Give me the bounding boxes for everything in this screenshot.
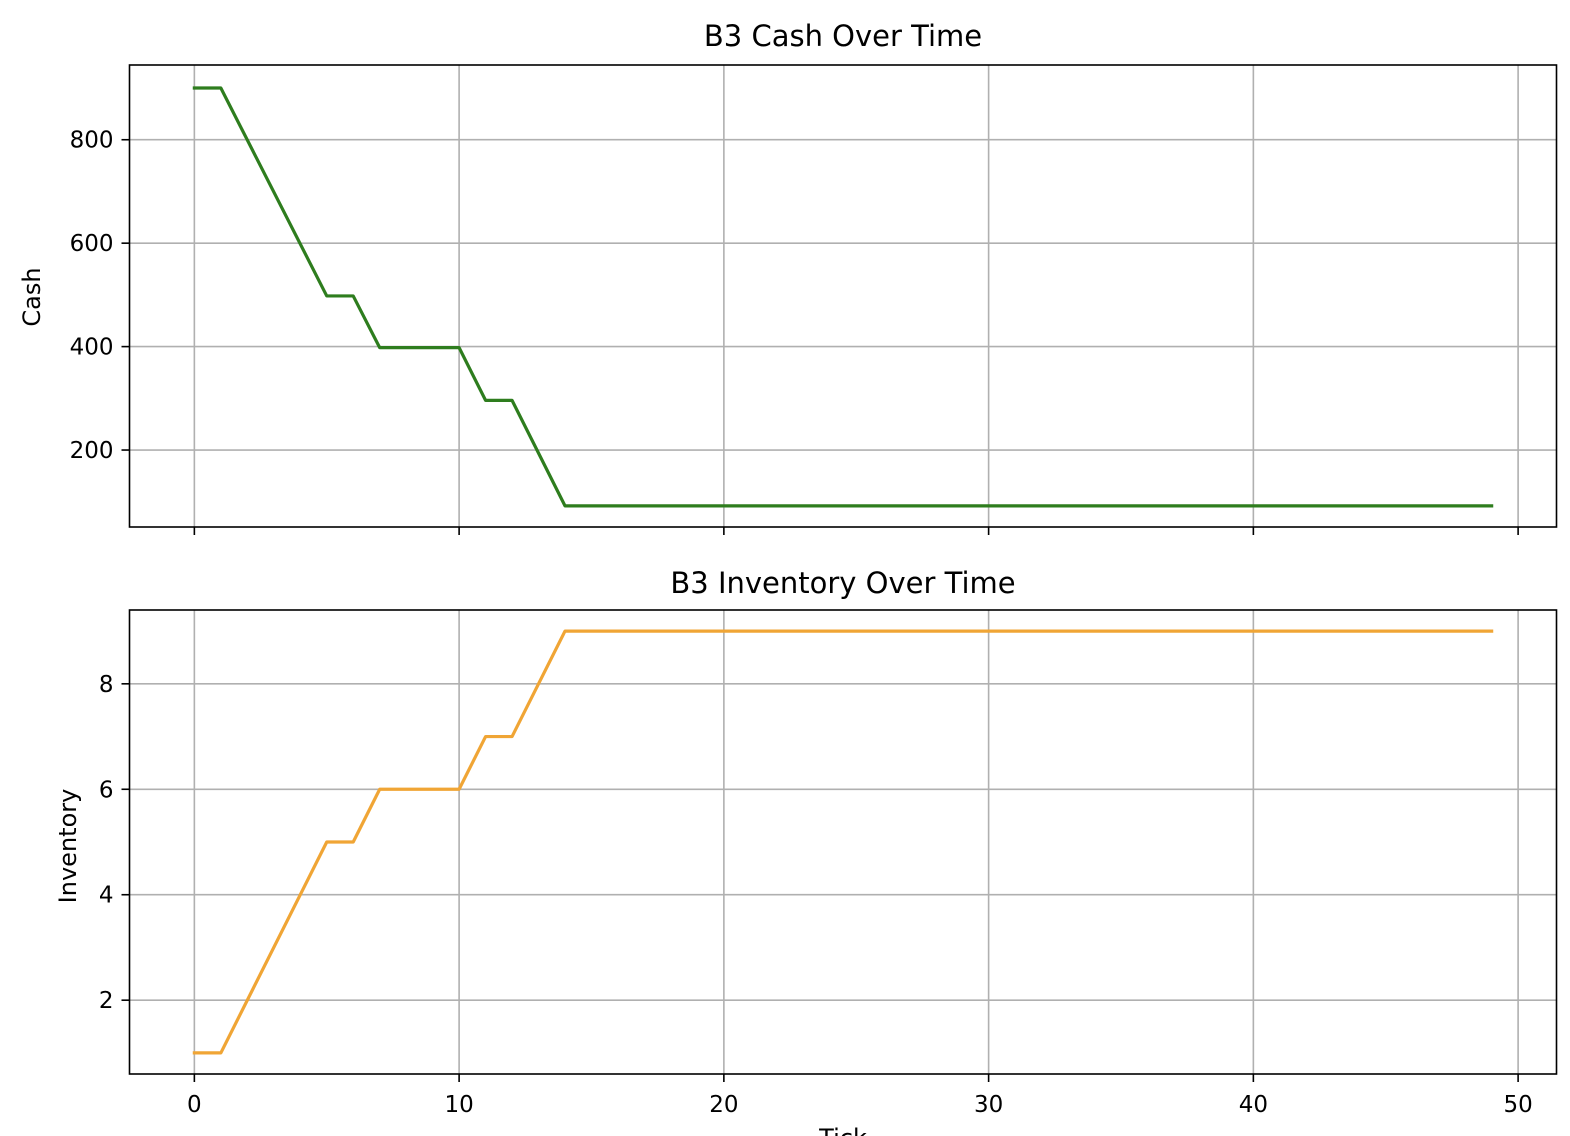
cash-chart-panel: B3 Cash Over Time Cash 200 400 600 800 [18, 19, 1558, 535]
gridlines [129, 610, 1557, 1074]
y-axis-label: Cash [18, 267, 46, 326]
gridlines [129, 65, 1557, 527]
y-tick-label: 800 [70, 128, 114, 154]
series-lines [192, 86, 1494, 508]
series-line [192, 629, 1494, 1055]
axis-ticks: 200 400 600 800 [70, 128, 1519, 535]
y-tick-label: 400 [70, 335, 114, 361]
x-tick-label: 0 [187, 1092, 202, 1118]
y-tick-label: 2 [99, 988, 114, 1014]
y-tick-label: 200 [70, 438, 114, 464]
x-tick-label: 50 [1503, 1092, 1532, 1118]
y-tick-label: 8 [99, 672, 114, 698]
x-tick-label: 30 [974, 1092, 1003, 1118]
series-lines [192, 629, 1494, 1055]
x-tick-label: 40 [1239, 1092, 1268, 1118]
plot-frame [128, 609, 1558, 1075]
chart-title: B3 Cash Over Time [704, 19, 982, 53]
chart-title: B3 Inventory Over Time [670, 566, 1015, 600]
series-line [192, 86, 1494, 508]
axis-ticks: 0 10 20 30 40 50 2 4 6 8 [99, 672, 1533, 1118]
y-tick-label: 6 [99, 777, 114, 803]
plot-frame [128, 64, 1558, 528]
y-tick-label: 4 [99, 883, 114, 909]
inventory-chart-panel: B3 Inventory Over Time Inventory Tick 0 1… [54, 566, 1558, 1136]
x-axis-label: Tick [818, 1124, 867, 1136]
y-tick-label: 600 [70, 231, 114, 257]
x-tick-label: 20 [709, 1092, 738, 1118]
y-axis-label: Inventory [54, 789, 82, 904]
x-tick-label: 10 [444, 1092, 473, 1118]
